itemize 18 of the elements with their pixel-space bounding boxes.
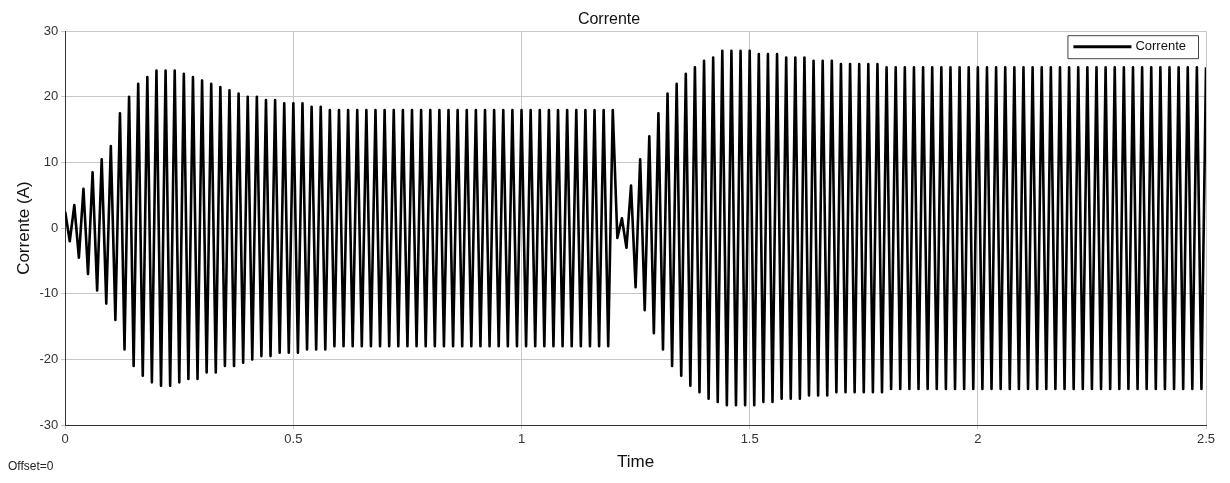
y-tick-label: 10: [43, 154, 59, 170]
text: Offset=0: [8, 459, 54, 473]
x-tick-label: 2.5: [1196, 431, 1216, 447]
x-tick-label: 2: [974, 431, 982, 447]
x-tick-label: 1: [517, 431, 526, 447]
y-tick-label: 30: [43, 22, 59, 38]
x-tick-label: 0: [61, 431, 69, 447]
y-axis-title: Corrente (A): [13, 181, 33, 275]
y-tick-label: -30: [39, 416, 59, 432]
y-tick-label: -10: [39, 285, 59, 301]
y-tick-label: -20: [39, 350, 59, 366]
chart-title: Corrente: [577, 10, 641, 28]
y-tick-label: 0: [50, 219, 59, 235]
x-tick-label: 0.5: [284, 431, 303, 447]
legend-label: Corrente: [1135, 38, 1186, 54]
x-axis-title: Time: [617, 452, 655, 472]
x-tick-label: 1.5: [740, 431, 759, 447]
y-tick-label: 20: [43, 88, 59, 104]
